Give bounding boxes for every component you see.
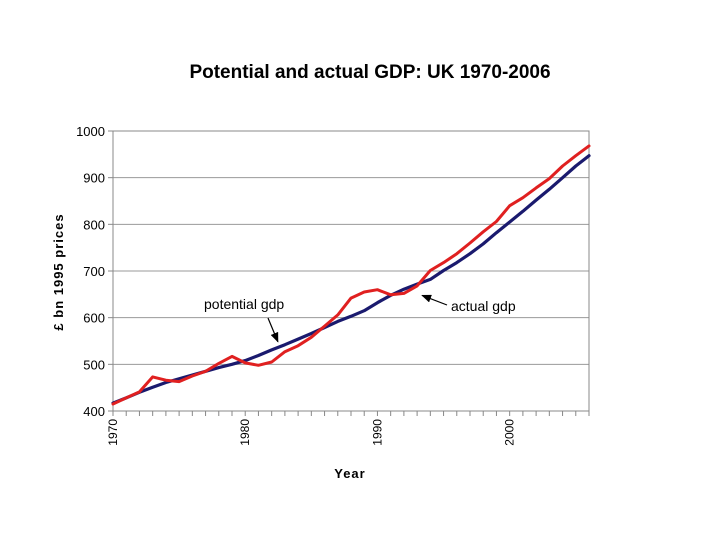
annotation-potential-gdp: potential gdp	[204, 296, 284, 312]
xtick-label-1990: 1990	[370, 419, 384, 446]
ytick-label-500: 500	[83, 357, 105, 372]
series-lines	[111, 144, 591, 406]
ytick-label-600: 600	[83, 311, 105, 326]
series-actual-gdp-line	[111, 144, 591, 406]
xtick-label-1970: 1970	[106, 419, 120, 446]
x-axis-title: Year	[334, 466, 365, 481]
annotations: potential gdp actual gdp	[204, 294, 516, 343]
annotation-actual-gdp-arrow	[421, 294, 448, 306]
x-axis-tick-labels: 1970 1980 1990 2000	[106, 419, 517, 446]
ytick-label-900: 900	[83, 171, 105, 186]
y-axis-title: £ bn 1995 prices	[51, 213, 66, 330]
series-potential-gdp-line	[111, 154, 591, 405]
grid-lines	[108, 130, 589, 412]
annotation-actual-gdp: actual gdp	[451, 298, 516, 314]
ytick-label-800: 800	[83, 217, 105, 232]
ytick-label-400: 400	[83, 404, 105, 419]
x-axis-tick-marks	[112, 411, 590, 416]
xtick-label-1980: 1980	[238, 419, 252, 446]
annotation-potential-gdp-arrow	[267, 317, 279, 343]
y-axis-tick-labels: 400 500 600 700 800 900 1000	[76, 124, 105, 419]
ytick-label-1000: 1000	[76, 124, 105, 139]
xtick-label-2000: 2000	[503, 419, 517, 446]
chart-title: Potential and actual GDP: UK 1970-2006	[189, 62, 551, 83]
ytick-label-700: 700	[83, 264, 105, 279]
